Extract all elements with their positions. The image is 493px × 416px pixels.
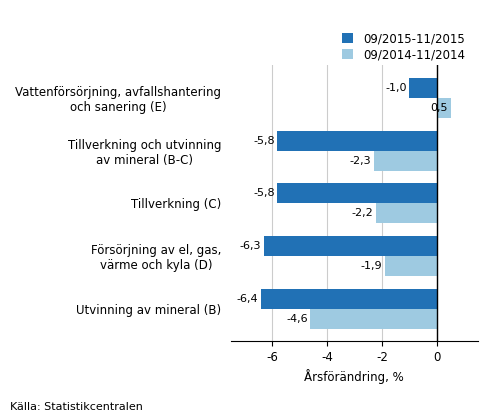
Bar <box>374 151 437 171</box>
Text: Källa: Statistikcentralen: Källa: Statistikcentralen <box>10 402 143 412</box>
Legend: 09/2015-11/2015, 09/2014-11/2014: 09/2015-11/2015, 09/2014-11/2014 <box>339 30 467 64</box>
Bar <box>437 98 451 118</box>
Bar <box>278 183 437 203</box>
Bar <box>385 256 437 276</box>
Text: -1,0: -1,0 <box>385 83 407 93</box>
Text: -6,4: -6,4 <box>237 294 258 304</box>
Bar <box>311 309 437 329</box>
Bar <box>264 236 437 256</box>
Text: -2,2: -2,2 <box>352 208 374 218</box>
Bar <box>409 78 437 98</box>
Text: -4,6: -4,6 <box>286 314 308 324</box>
X-axis label: Årsförändring, %: Årsförändring, % <box>305 369 404 384</box>
Text: -5,8: -5,8 <box>253 136 275 146</box>
Bar <box>376 203 437 223</box>
Bar <box>261 289 437 309</box>
Text: -6,3: -6,3 <box>240 241 261 251</box>
Bar <box>278 131 437 151</box>
Text: -5,8: -5,8 <box>253 188 275 198</box>
Text: 0,5: 0,5 <box>430 103 448 113</box>
Text: -1,9: -1,9 <box>360 261 382 271</box>
Text: -2,3: -2,3 <box>349 156 371 166</box>
